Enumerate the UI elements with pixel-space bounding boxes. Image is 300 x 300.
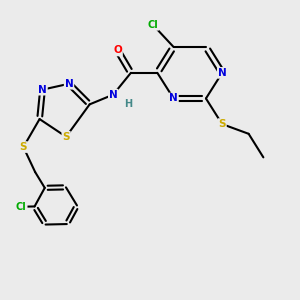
Text: S: S [218,119,226,129]
Text: Cl: Cl [148,20,158,30]
Text: N: N [109,90,118,100]
Text: N: N [218,68,226,78]
Text: N: N [65,79,74,89]
Text: Cl: Cl [16,202,27,212]
Text: N: N [38,85,47,94]
Text: N: N [169,94,178,103]
Text: S: S [62,132,70,142]
Text: H: H [124,99,132,110]
Text: S: S [20,142,27,152]
Text: O: O [113,46,122,56]
